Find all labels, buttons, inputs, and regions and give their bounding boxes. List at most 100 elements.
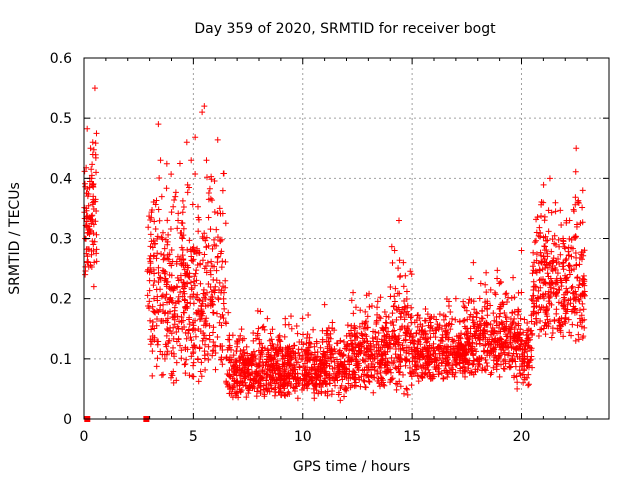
data-point: [199, 257, 206, 264]
data-point: [528, 347, 535, 354]
data-point: [172, 189, 179, 196]
data-point: [531, 239, 538, 246]
data-point: [385, 314, 392, 321]
data-point: [243, 357, 250, 364]
data-point: [195, 228, 202, 235]
data-point: [241, 375, 248, 382]
data-point: [155, 206, 162, 213]
data-point: [256, 361, 262, 368]
data-point: [256, 336, 263, 343]
data-point: [524, 320, 531, 327]
data-point: [498, 319, 505, 326]
data-point: [493, 318, 500, 325]
data-point: [84, 253, 91, 260]
data-point: [323, 368, 330, 375]
data-point: [443, 295, 450, 302]
data-point: [389, 259, 396, 266]
data-point: [317, 357, 324, 364]
data-point: [321, 378, 328, 385]
data-point: [537, 326, 544, 333]
data-point: [157, 157, 164, 164]
data-point: [303, 373, 310, 380]
data-point: [547, 284, 554, 291]
data-point: [281, 355, 288, 362]
data-point: [311, 361, 318, 368]
data-point: [524, 327, 531, 334]
data-point: [557, 275, 564, 282]
data-point: [576, 261, 583, 268]
data-point: [292, 354, 299, 361]
data-point: [198, 373, 205, 380]
data-point: [188, 353, 195, 360]
data-point: [543, 311, 550, 318]
data-point: [244, 370, 251, 377]
data-point: [462, 373, 469, 380]
data-point: [146, 255, 153, 262]
data-point: [150, 282, 157, 289]
data-point: [296, 352, 303, 359]
data-point: [371, 367, 378, 374]
data-point: [160, 317, 167, 324]
data-point: [190, 359, 197, 366]
data-point: [414, 323, 421, 330]
data-point: [579, 300, 586, 307]
data-point: [222, 220, 229, 227]
y-axis-label: SRMTID / TECUs: [7, 182, 23, 295]
data-point: [393, 386, 400, 393]
data-point: [163, 279, 170, 286]
data-point: [90, 146, 97, 153]
data-point: [497, 278, 504, 285]
data-point: [209, 197, 216, 204]
data-point: [237, 370, 244, 377]
data-point: [502, 339, 509, 346]
data-point: [357, 307, 364, 314]
data-point: [275, 371, 282, 378]
data-point: [240, 352, 247, 359]
data-point: [206, 185, 213, 192]
data-point: [562, 320, 569, 327]
data-point: [266, 363, 273, 370]
data-point: [555, 299, 562, 306]
data-point: [301, 360, 308, 367]
data-point: [218, 354, 225, 361]
data-point: [176, 160, 183, 167]
data-point: [210, 347, 217, 354]
data-point: [426, 327, 433, 334]
data-point: [359, 367, 366, 374]
data-point: [198, 306, 205, 313]
data-point: [230, 352, 237, 359]
data-point: [217, 238, 224, 245]
data-point: [549, 262, 556, 269]
data-point: [572, 194, 579, 201]
data-point: [221, 289, 227, 296]
data-point: [177, 272, 184, 279]
data-point: [198, 315, 205, 322]
data-point: [152, 201, 159, 208]
data-point: [410, 354, 417, 361]
data-point: [517, 370, 524, 377]
data-point: [263, 370, 270, 377]
data-point: [320, 361, 327, 368]
data-point: [579, 204, 586, 211]
data-point: [227, 359, 234, 366]
data-point: [345, 352, 352, 359]
data-point: [460, 303, 467, 310]
data-point: [286, 360, 293, 367]
data-point: [151, 241, 158, 248]
data-point: [558, 315, 565, 322]
data-point: [374, 359, 381, 366]
data-point: [569, 245, 576, 252]
data-point: [449, 315, 456, 322]
data-point: [483, 269, 490, 276]
data-point: [263, 353, 270, 360]
data-point: [511, 315, 518, 322]
data-point: [419, 374, 426, 381]
data-point: [430, 330, 437, 337]
data-point: [552, 241, 559, 248]
data-point: [420, 348, 427, 355]
data-point: [486, 336, 493, 343]
data-point: [147, 258, 154, 265]
data-point: [439, 338, 446, 345]
data-point: [258, 340, 265, 347]
data-point: [376, 314, 383, 321]
